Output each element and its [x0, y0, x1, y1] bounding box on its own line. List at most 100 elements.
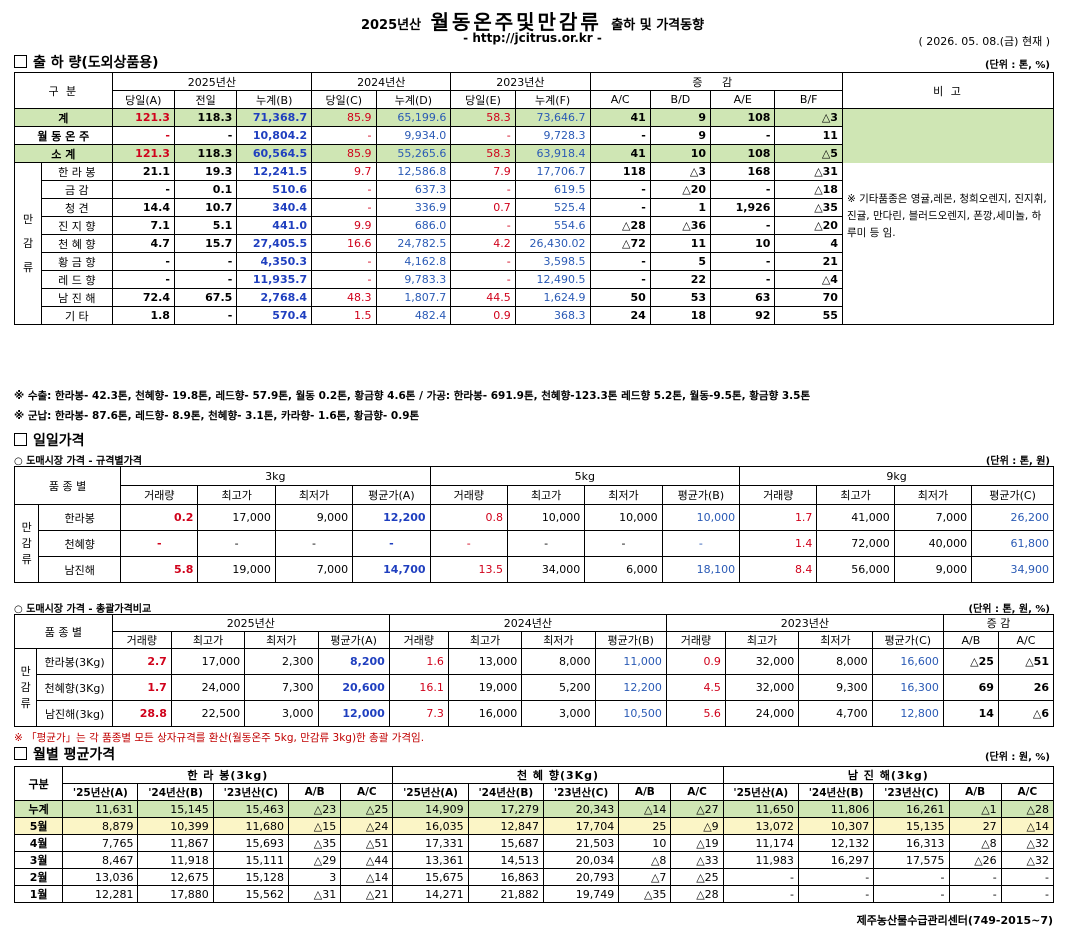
row-label: 금 감: [41, 180, 113, 199]
table-cell: △25: [340, 800, 394, 818]
table-cell: -: [111, 126, 175, 145]
table-cell: 570.4: [236, 306, 313, 325]
checkbox-icon: [14, 55, 27, 68]
table-cell: 10,804.2: [236, 126, 313, 145]
row-label: 4월: [13, 834, 64, 852]
table-cell: 13,036: [62, 868, 139, 886]
table-cell: 9: [649, 108, 712, 127]
table-cell: △32: [1000, 834, 1055, 852]
table-cell: -: [111, 270, 175, 289]
table-cell: 108: [710, 144, 776, 163]
table-cell: 19.3: [173, 162, 238, 181]
column-header: 당일(A): [111, 90, 175, 109]
table-row: 4월 7,765 11,867 15,693 △35 △51 17,331 15,687 21,…: [13, 834, 1055, 852]
table-cell: 16,313: [873, 834, 950, 852]
table-row: 천혜향 - - - - - - - -1.4 72,000 40,000 61,800: [15, 530, 1054, 557]
table-cell: 10,000: [584, 504, 663, 531]
column-header: 평균가(C): [971, 485, 1054, 505]
footer-credit: 제주농산물수급관리센터(749-2015~7): [856, 914, 1053, 927]
table-cell: 482.4: [375, 306, 452, 325]
table-cell: 0.7: [450, 198, 516, 217]
table-cell: 7.3: [388, 700, 449, 727]
table-cell: 4,350.3: [236, 252, 313, 271]
table-cell: △51: [340, 834, 394, 852]
table-cell: 92: [710, 306, 776, 325]
site-url[interactable]: - http://jcitrus.or.kr -: [463, 31, 602, 45]
remark-empty: [841, 108, 1055, 163]
table-cell: 118: [589, 162, 651, 181]
table-cell: 26,200: [971, 504, 1054, 531]
table-cell: 108: [710, 108, 776, 127]
table-cell: -: [173, 306, 238, 325]
table-cell: 18: [649, 306, 712, 325]
column-header: 2025년산: [111, 72, 313, 91]
table-cell: 16,000: [447, 700, 523, 727]
table-row: 계 121.3 118.3 71,368.7 85.9 65,199.6 58.3 73,64…: [14, 108, 1055, 163]
table-cell: 24,000: [170, 674, 246, 701]
group-label-char: 류: [20, 696, 31, 710]
table-cell: 10.7: [173, 198, 238, 217]
table-cell: 16.6: [311, 234, 377, 253]
table-cell: 17,279: [467, 800, 544, 818]
table-cell: 9: [649, 126, 712, 145]
table-cell: 5.6: [665, 700, 726, 727]
table-cell: -: [111, 252, 175, 271]
table-cell: △36: [649, 216, 712, 235]
table-cell: △15: [288, 817, 342, 835]
table-cell: -: [450, 216, 516, 235]
column-header: 최고가: [506, 485, 586, 505]
table-cell: 44.5: [450, 288, 516, 307]
table-cell: 27,405.5: [236, 234, 313, 253]
compare-unit: (단위 : 톤, 원, %): [968, 604, 1050, 615]
table-cell: -: [352, 530, 431, 557]
row-label: 1월: [13, 885, 64, 903]
column-header: 품 종 별: [14, 614, 113, 649]
table-cell: 340.4: [236, 198, 313, 217]
table-cell: 72.4: [111, 288, 175, 307]
table-cell: 10: [710, 234, 776, 253]
table-cell: 12,847: [467, 817, 544, 835]
column-header: 최저가: [244, 631, 319, 649]
column-header: 전일: [173, 90, 238, 109]
table-cell: △35: [774, 198, 843, 217]
row-label: 남진해: [38, 556, 122, 583]
row-label: 천혜향: [38, 530, 122, 557]
column-header: '23년산(C): [873, 783, 950, 801]
table-cell: -: [722, 885, 799, 903]
table-cell: 1,926: [710, 198, 776, 217]
table-cell: 2,768.4: [236, 288, 313, 307]
row-label: 천혜향(3Kg): [36, 674, 113, 701]
table-cell: △20: [649, 180, 712, 199]
table-cell: △14: [340, 868, 394, 886]
column-header: 2024년산: [388, 614, 667, 632]
table-cell: 11: [774, 126, 843, 145]
table-cell: △27: [670, 800, 724, 818]
table-cell: 26,430.02: [514, 234, 591, 253]
table-cell: 1,624.9: [514, 288, 591, 307]
table-cell: -: [589, 126, 651, 145]
table-cell: -: [710, 180, 776, 199]
daily-unit: (단위 : 톤, 원): [985, 456, 1050, 467]
table-cell: 16,297: [797, 851, 875, 869]
monthly-section-title: 월별 평균가격: [14, 744, 115, 764]
table-cell: 121.3: [111, 108, 175, 127]
column-header: '24년산(B): [467, 783, 544, 801]
table-cell: 20,600: [317, 674, 390, 701]
table-cell: 11,867: [137, 834, 214, 852]
table-cell: 12,586.8: [375, 162, 452, 181]
table-cell: 3: [288, 868, 342, 886]
table-cell: 1.4: [739, 530, 818, 557]
table-cell: 12,200: [352, 504, 431, 531]
table-cell: 15,128: [212, 868, 290, 886]
column-header: A/B: [288, 783, 342, 801]
document-title: 2025년산 월동온주및만감류 출하 및 가격동향: [0, 6, 1065, 35]
column-header: 9kg: [739, 466, 1054, 486]
row-label: 진 지 향: [41, 216, 113, 235]
table-cell: △26: [948, 851, 1002, 869]
table-cell: 11: [649, 234, 712, 253]
column-header: 구 분: [14, 72, 113, 109]
row-label: 누계: [13, 800, 64, 818]
table-cell: △32: [1000, 851, 1055, 869]
table-cell: 8,467: [62, 851, 139, 869]
